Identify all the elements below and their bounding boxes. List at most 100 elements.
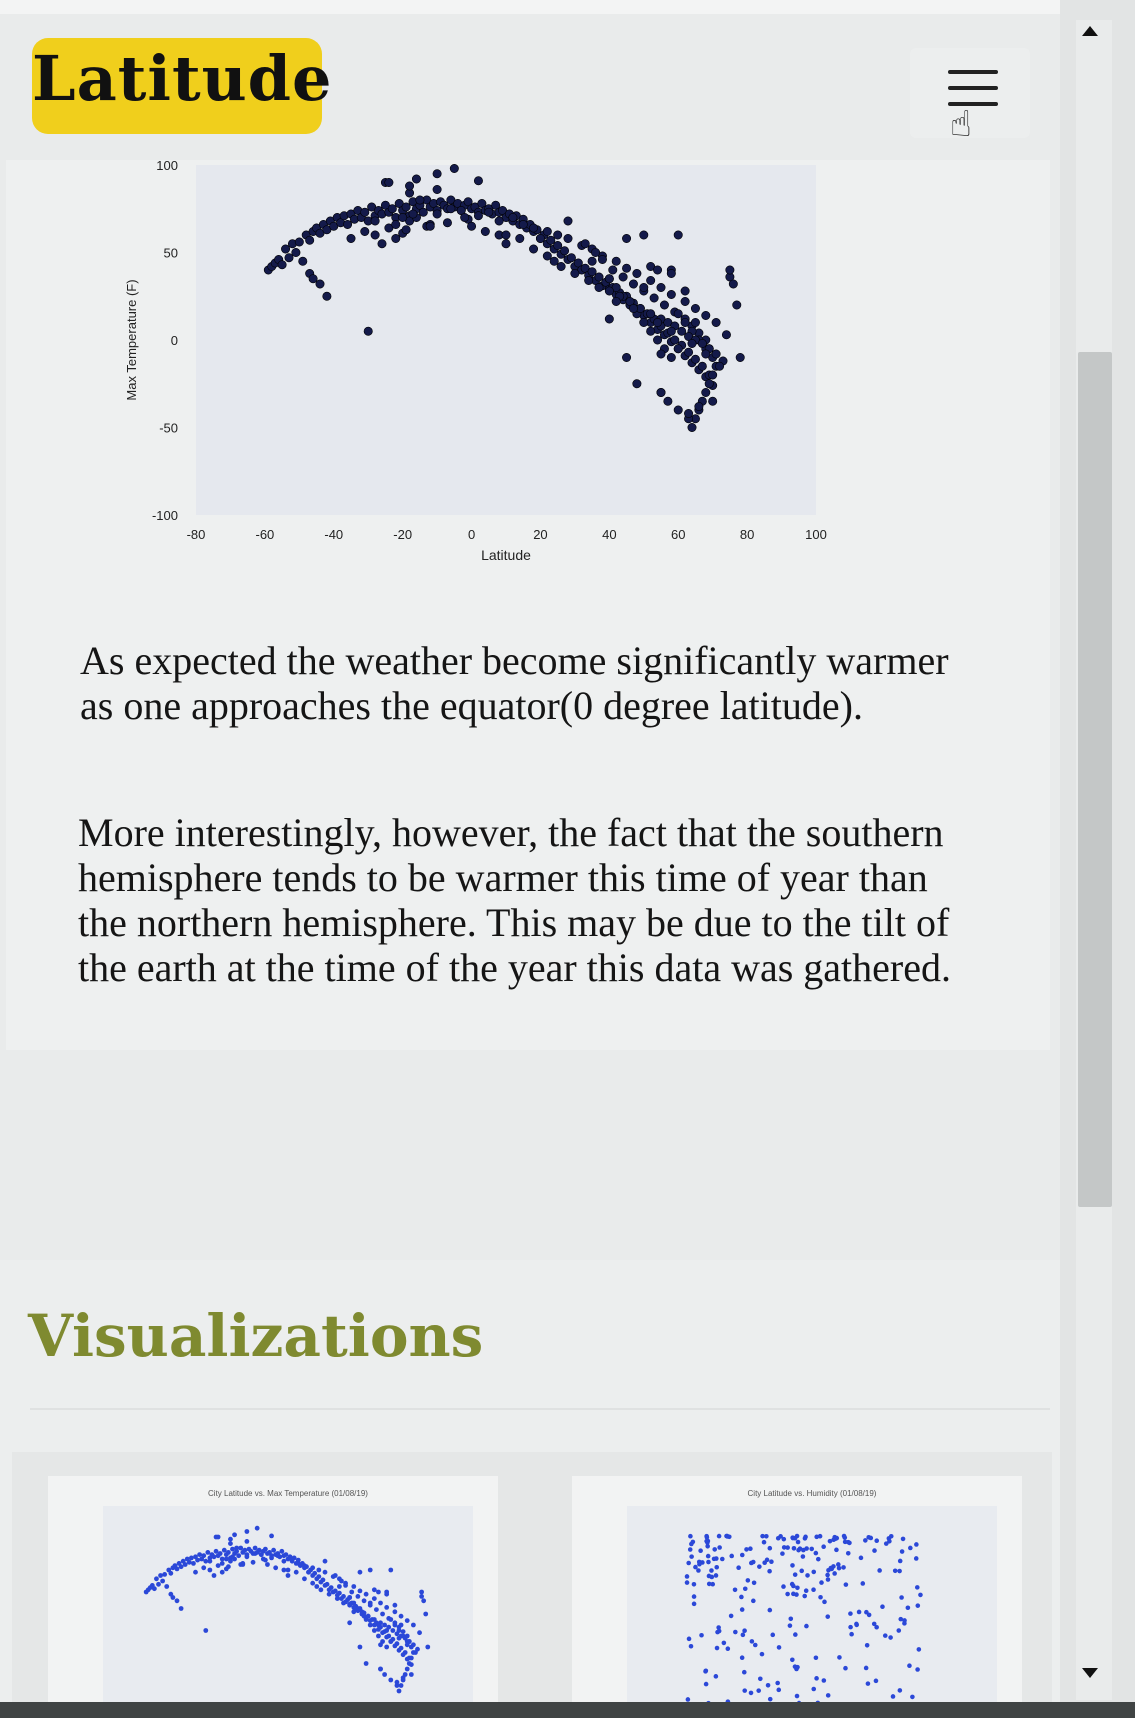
thumb-point [400,1675,406,1681]
thumb-point [831,1537,836,1542]
thumb-point [178,1564,184,1570]
x-tick-label: 60 [671,527,685,542]
thumb-point [745,1578,751,1583]
thumb-point [228,1536,233,1542]
thumb-point [384,1644,390,1650]
thumb-point [376,1622,381,1628]
data-point [687,422,697,432]
data-point [384,177,394,187]
thumb-point [790,1563,795,1568]
data-point [646,276,656,286]
thumb-point [404,1618,410,1623]
data-point [294,237,304,247]
thumb-point [230,1554,235,1560]
thumb-point [398,1683,404,1688]
thumb-point [244,1554,250,1560]
thumb-point [740,1632,746,1638]
thumb-point [886,1536,892,1541]
latitude-vs-max-temp-thumbnail[interactable]: City Latitude vs. Max Temperature (01/08… [48,1476,498,1718]
data-point [411,174,421,184]
thumb-point [394,1683,400,1688]
data-point [449,164,459,173]
thumb-point [273,1565,279,1571]
x-tick-label: -80 [187,527,206,542]
thumb-point [817,1533,823,1539]
data-point [553,230,563,240]
data-point [584,276,594,286]
thumb-point [868,1535,874,1541]
thumb-point [736,1565,741,1571]
thumb-point [865,1681,871,1686]
data-point [398,212,408,222]
data-point [473,176,483,186]
thumb-point [691,1601,697,1607]
thumb-point [714,1645,720,1651]
thumb-point [712,1547,718,1552]
thumb-point [384,1628,390,1633]
thumb-point [845,1550,851,1556]
thumb-point [151,1586,157,1592]
data-point [377,239,387,249]
data-point [587,267,597,277]
data-point [556,262,566,272]
thumb-point [392,1622,398,1628]
scrollbar-thumb[interactable] [1078,352,1112,1207]
data-point [618,272,628,282]
menu-button[interactable]: ☝ [910,48,1030,145]
latitude-temperature-chart: -80 -60 -40 -20 0 20 40 60 80 100 100 50 0 -50 -100 Lat… [116,160,916,620]
thumb-point [897,1688,903,1693]
thumb-point [295,1557,301,1563]
thumb-point [310,1565,316,1571]
thumb-point [918,1592,923,1598]
thumb-point [843,1665,848,1671]
data-point [343,219,353,229]
thumb-point [749,1639,755,1644]
thumb-point [217,1551,223,1556]
data-point [405,181,415,191]
data-point [305,235,315,245]
scrollbar[interactable] [1060,0,1135,1718]
thumb-point [785,1545,790,1550]
thumb-point [687,1547,693,1552]
data-point [690,354,700,364]
thumb-point [388,1567,394,1573]
thumb-point [781,1584,786,1589]
hamburger-menu-icon [948,70,998,74]
data-point [432,209,442,219]
thumb-point [831,1564,836,1569]
thumb-point [269,1533,274,1539]
latitude-vs-humidity-thumbnail[interactable]: City Latitude vs. Humidity (01/08/19) [572,1476,1022,1718]
data-point [735,353,745,363]
thumb-point [742,1586,748,1592]
arrow-down-icon[interactable] [1082,1668,1098,1678]
thumb-point [721,1640,727,1646]
thumb-point [203,1628,209,1633]
thumb-point [706,1559,711,1565]
thumbnail-title: City Latitude vs. Max Temperature (01/08… [208,1489,368,1498]
data-point [473,211,483,221]
data-point [656,349,666,359]
data-point [732,300,742,310]
thumb-point [406,1661,412,1666]
thumb-point [394,1679,400,1685]
thumb-point [767,1568,772,1574]
thumb-point [225,1550,231,1555]
thumb-point [373,1607,379,1612]
thumb-point [228,1558,233,1564]
arrow-up-icon[interactable] [1082,26,1098,36]
section-divider [30,1408,1050,1410]
thumb-point [322,1569,328,1575]
thumb-point [843,1582,849,1587]
thumb-point [223,1556,229,1562]
data-point [653,335,663,345]
data-point [680,286,690,296]
thumb-point [182,1562,188,1567]
thumb-point [203,1558,209,1564]
thumb-point [398,1645,404,1651]
data-point [322,291,332,301]
data-point [684,409,694,419]
thumb-point [684,1574,690,1579]
data-point [715,361,725,371]
thumb-point [863,1538,868,1543]
thumb-point [419,1589,425,1595]
